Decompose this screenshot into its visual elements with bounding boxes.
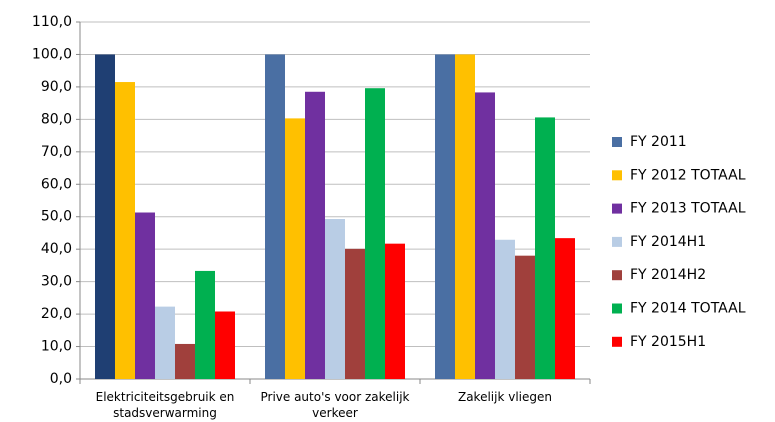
bar <box>345 248 365 379</box>
y-tick-label: 70,0 <box>41 144 72 160</box>
legend-label: FY 2011 <box>630 134 687 150</box>
bar <box>265 54 285 380</box>
y-tick-label: 10,0 <box>41 339 72 355</box>
bar <box>455 54 475 380</box>
y-tick-label: 50,0 <box>41 209 72 225</box>
legend-label: FY 2013 TOTAAL <box>630 201 746 217</box>
bar <box>175 343 195 379</box>
bar <box>475 92 495 379</box>
bar <box>215 311 235 379</box>
bar <box>385 243 405 379</box>
bar <box>535 117 555 379</box>
legend-swatch <box>612 303 622 314</box>
legend-label: FY 2014H2 <box>630 267 706 283</box>
y-tick-label: 40,0 <box>41 241 72 257</box>
bar <box>115 82 135 380</box>
y-tick-label: 60,0 <box>41 176 72 192</box>
legend-label: FY 2014 TOTAAL <box>630 301 746 317</box>
x-tick-label: Zakelijk vliegen <box>457 390 552 404</box>
x-tick-label: Elektriciteitsgebruik en stadsverwarming <box>95 390 235 420</box>
legend-swatch <box>612 236 622 247</box>
y-tick-label: 100,0 <box>32 46 72 62</box>
bar <box>305 91 325 379</box>
y-tick-label: 80,0 <box>41 111 72 127</box>
bar <box>155 306 175 379</box>
y-tick-label: 30,0 <box>41 274 72 290</box>
bar <box>365 88 385 379</box>
x-tick-label: Prive auto's voor zakelijk verkeer <box>260 390 410 420</box>
y-tick-label: 110,0 <box>32 14 72 30</box>
legend-label: FY 2014H1 <box>630 234 706 250</box>
bar <box>555 238 575 379</box>
bar <box>95 54 115 380</box>
legend-swatch <box>612 203 622 214</box>
legend-swatch <box>612 170 622 181</box>
bar <box>135 212 155 379</box>
legend-label: FY 2012 TOTAAL <box>630 167 746 183</box>
y-tick-label: 90,0 <box>41 79 72 95</box>
bar <box>195 270 215 379</box>
y-tick-label: 0,0 <box>50 371 72 387</box>
bar <box>285 118 305 379</box>
legend-swatch <box>612 137 622 147</box>
legend-label: FY 2015H1 <box>630 334 706 350</box>
y-tick-label: 20,0 <box>41 306 72 322</box>
legend-swatch <box>612 270 622 281</box>
legend-swatch <box>612 336 622 347</box>
bar <box>495 239 515 379</box>
bar <box>435 54 455 380</box>
bar <box>325 218 345 379</box>
bar <box>515 255 535 379</box>
